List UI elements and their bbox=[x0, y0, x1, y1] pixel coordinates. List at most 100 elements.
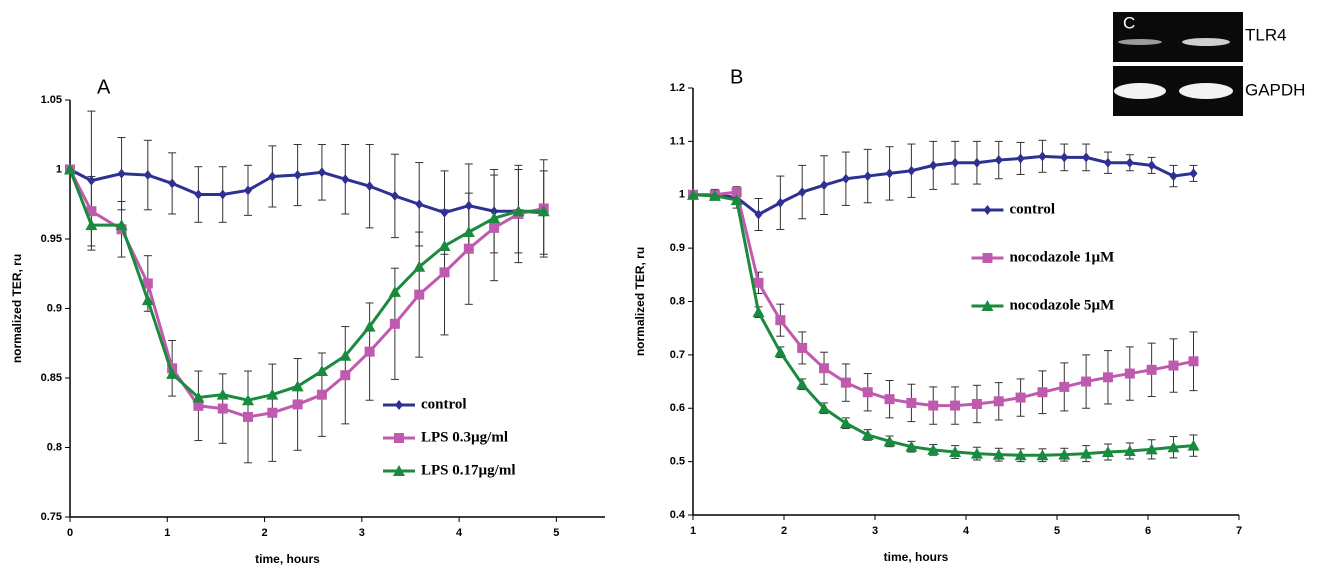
legend-label: nocodazole 1µM bbox=[1009, 249, 1114, 265]
marker bbox=[754, 209, 763, 220]
marker bbox=[115, 219, 128, 231]
x-axis-label: time, hours bbox=[255, 552, 320, 566]
marker bbox=[950, 400, 961, 411]
x-tick-label: 7 bbox=[1236, 525, 1242, 537]
x-tick-label: 5 bbox=[553, 527, 559, 539]
gel-lane-tlr4 bbox=[1113, 12, 1243, 62]
marker bbox=[753, 277, 764, 288]
x-tick-label: 5 bbox=[1054, 525, 1060, 537]
marker bbox=[776, 197, 785, 208]
marker bbox=[293, 170, 302, 181]
gel-panel: C TLR4 GAPDH bbox=[1113, 12, 1305, 116]
legend-marker bbox=[395, 400, 403, 410]
marker bbox=[798, 187, 807, 198]
x-tick-label: 1 bbox=[164, 527, 170, 539]
legend-label: nocodazole 5µM bbox=[1009, 297, 1114, 313]
marker bbox=[1058, 448, 1071, 460]
marker bbox=[117, 168, 126, 179]
marker bbox=[341, 174, 350, 185]
marker bbox=[1015, 392, 1026, 403]
marker bbox=[365, 181, 374, 192]
marker bbox=[927, 443, 940, 455]
marker bbox=[687, 188, 699, 200]
marker bbox=[1038, 151, 1047, 162]
marker bbox=[862, 387, 873, 398]
marker bbox=[905, 440, 918, 452]
marker bbox=[731, 187, 742, 198]
marker bbox=[192, 391, 205, 403]
marker bbox=[462, 226, 475, 238]
marker bbox=[1101, 446, 1114, 458]
marker bbox=[243, 411, 254, 422]
marker bbox=[1167, 441, 1180, 453]
x-tick-label: 4 bbox=[963, 525, 970, 537]
marker bbox=[929, 160, 938, 171]
y-tick-label: 0.75 bbox=[41, 511, 62, 523]
marker bbox=[819, 363, 830, 374]
gel-row-label: GAPDH bbox=[1245, 80, 1305, 99]
legend-marker bbox=[394, 433, 404, 443]
marker bbox=[267, 407, 278, 418]
marker bbox=[340, 370, 351, 381]
marker bbox=[142, 278, 153, 289]
marker bbox=[438, 239, 451, 251]
marker bbox=[1059, 381, 1070, 392]
series-line bbox=[693, 190, 1194, 408]
marker bbox=[315, 365, 328, 377]
marker bbox=[291, 380, 304, 392]
marker bbox=[708, 189, 721, 201]
series-line bbox=[68, 168, 544, 402]
marker bbox=[906, 397, 917, 408]
y-tick-label: 1 bbox=[56, 163, 62, 175]
marker bbox=[861, 428, 874, 440]
marker bbox=[1060, 152, 1069, 163]
marker bbox=[993, 396, 1004, 407]
x-axis-label: time, hours bbox=[884, 550, 949, 564]
x-tick-label: 4 bbox=[456, 527, 463, 539]
marker bbox=[244, 185, 253, 196]
legend-label: LPS 0.17µg/ml bbox=[421, 462, 515, 478]
marker bbox=[194, 189, 203, 200]
series-line bbox=[692, 193, 1194, 457]
marker bbox=[489, 222, 500, 233]
marker bbox=[797, 342, 808, 353]
marker bbox=[949, 446, 962, 458]
marker bbox=[364, 346, 375, 357]
legend-label: control bbox=[421, 396, 467, 412]
marker bbox=[775, 315, 786, 326]
marker bbox=[143, 170, 152, 181]
marker bbox=[972, 157, 981, 168]
y-tick-label: 0.9 bbox=[670, 242, 685, 254]
gel-band bbox=[1114, 83, 1166, 99]
y-tick-label: 1 bbox=[679, 189, 685, 201]
marker bbox=[841, 173, 850, 184]
legend-marker bbox=[981, 300, 994, 311]
marker bbox=[166, 367, 179, 379]
marker bbox=[413, 260, 426, 272]
marker bbox=[87, 175, 96, 186]
marker bbox=[414, 289, 425, 300]
y-tick-label: 0.8 bbox=[47, 441, 62, 453]
gel-band bbox=[1182, 38, 1230, 46]
legend-marker bbox=[393, 465, 405, 476]
marker bbox=[390, 190, 399, 201]
y-tick-label: 0.95 bbox=[41, 233, 62, 245]
marker bbox=[971, 398, 982, 409]
legend-label: LPS 0.3µg/ml bbox=[421, 429, 508, 445]
marker bbox=[464, 200, 473, 211]
marker bbox=[415, 199, 424, 210]
marker bbox=[1146, 364, 1157, 375]
marker bbox=[389, 318, 400, 329]
marker bbox=[64, 163, 76, 175]
marker bbox=[1145, 443, 1158, 455]
y-tick-label: 1.05 bbox=[41, 94, 62, 106]
marker bbox=[537, 205, 550, 217]
gel-panel-label: C bbox=[1123, 13, 1135, 32]
marker bbox=[1125, 157, 1134, 168]
marker bbox=[1014, 449, 1027, 461]
legend-label: control bbox=[1009, 201, 1055, 217]
y-axis-label: normalized TER, ru bbox=[10, 254, 24, 363]
marker bbox=[440, 207, 449, 218]
marker bbox=[730, 194, 743, 206]
